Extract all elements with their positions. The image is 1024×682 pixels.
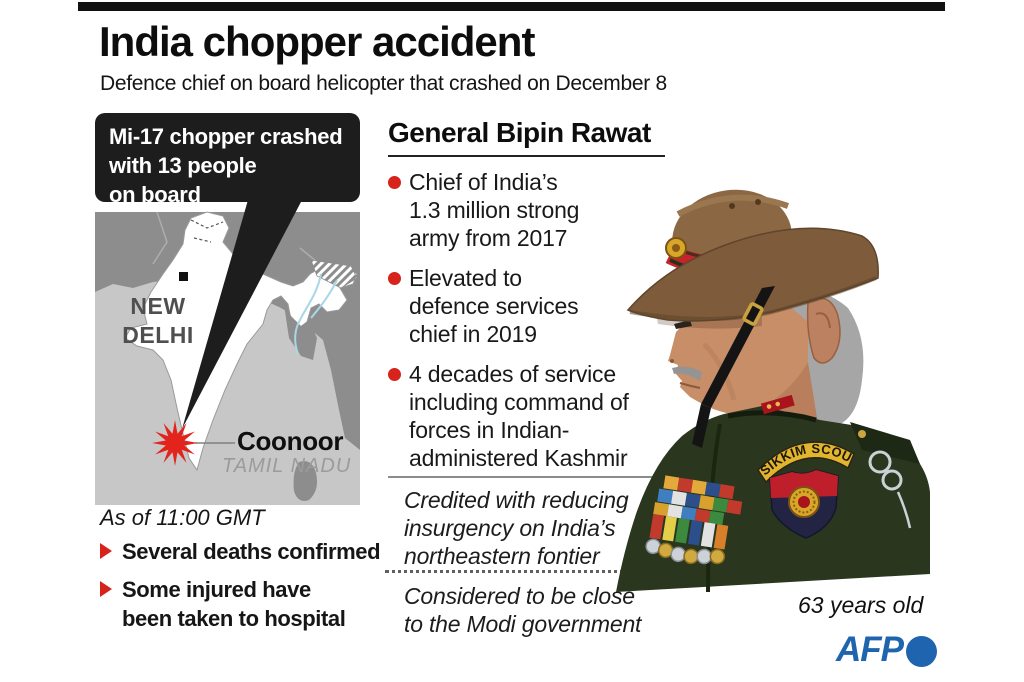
callout-tail — [182, 200, 302, 429]
shield-emblem-core — [798, 496, 810, 508]
red-dot-bullet-icon — [388, 368, 401, 381]
profile-heading: General Bipin Rawat — [388, 117, 651, 148]
afp-wordmark: AFP — [836, 630, 904, 669]
triangle-bullet-icon — [100, 581, 112, 597]
afp-logo: AFP — [836, 630, 937, 670]
mouth — [679, 382, 701, 389]
portrait-photo: SIKKIM SCOUTS — [612, 162, 930, 592]
nostril — [670, 359, 674, 363]
profile-bullet-text: Elevated to defence services chief in 20… — [409, 265, 579, 347]
casualty-text: Some injured have been taken to hospital — [122, 577, 346, 631]
new-delhi-marker — [179, 272, 188, 281]
profile-bullet-text: Chief of India’s 1.3 million strong army… — [409, 169, 580, 251]
casualty-list-item: Some injured have been taken to hospital — [100, 575, 346, 633]
heading-underline — [388, 155, 665, 157]
separator-line — [388, 476, 665, 478]
map-disputed-hatch — [310, 259, 358, 289]
collar-gorget-patch — [760, 394, 795, 415]
shoulder-patch-band — [757, 441, 855, 484]
as-of-timestamp: As of 11:00 GMT — [100, 505, 265, 530]
dotted-separator — [385, 570, 661, 573]
casualty-list-item: Several deaths confirmed — [100, 537, 381, 566]
shield-emblem-ring — [792, 490, 816, 514]
note-credited: Credited with reducing insurgency on Ind… — [404, 487, 629, 569]
chin-strap-lower — [692, 404, 711, 448]
top-rule-bar — [78, 2, 945, 11]
medal-ribbons — [645, 475, 743, 565]
triangle-bullet-icon — [100, 543, 112, 559]
map-rivers — [294, 273, 338, 355]
age-label: 63 years old — [798, 592, 924, 618]
eye — [674, 320, 692, 329]
casualty-text: Several deaths confirmed — [122, 539, 381, 564]
crash-site-star-icon — [152, 420, 198, 466]
hat-vent — [729, 203, 735, 209]
formation-shield-red — [770, 470, 838, 498]
hat-vent — [755, 199, 761, 205]
ear — [806, 297, 841, 364]
new-delhi-label: NEW DELHI — [122, 293, 194, 348]
profile-bullet-item: Elevated to defence services chief in 20… — [388, 264, 579, 348]
afp-logo-circle — [906, 636, 937, 667]
ear-inner — [815, 312, 831, 329]
strap-buckle — [742, 302, 764, 326]
whistle-ring — [881, 469, 903, 491]
callout-bubble: Mi-17 chopper crashed with 13 people on … — [95, 113, 360, 207]
coonoor-label: Coonoor — [237, 426, 344, 456]
profile-bullet-item: Chief of India’s 1.3 million strong army… — [388, 168, 579, 252]
whistle-ring — [868, 450, 892, 474]
epaulette — [850, 422, 920, 464]
whistle-chain — [896, 491, 912, 529]
map-sri-lanka — [293, 461, 318, 501]
tamil-nadu-label: TAMIL NADU — [222, 455, 352, 477]
india-map — [95, 200, 360, 505]
hat-brim-edge-shadow — [629, 276, 877, 321]
profile-bullet-item: 4 decades of service including command o… — [388, 360, 629, 472]
map-kashmir-dashed-border — [190, 219, 224, 243]
hat-crown-highlight — [676, 194, 790, 217]
map-bangladesh — [283, 298, 317, 360]
page-subtitle: Defence chief on board helicopter that c… — [100, 72, 667, 95]
note-modi: Considered to be close to the Modi gover… — [404, 583, 642, 637]
hat-insignia — [665, 237, 687, 259]
profile-bullet-text: 4 decades of service including command o… — [409, 361, 629, 471]
epaulette-button — [858, 430, 866, 438]
page-title: India chopper accident — [99, 18, 535, 65]
mustache — [672, 366, 702, 381]
red-dot-bullet-icon — [388, 272, 401, 285]
red-dot-bullet-icon — [388, 176, 401, 189]
collar-line — [727, 410, 817, 423]
